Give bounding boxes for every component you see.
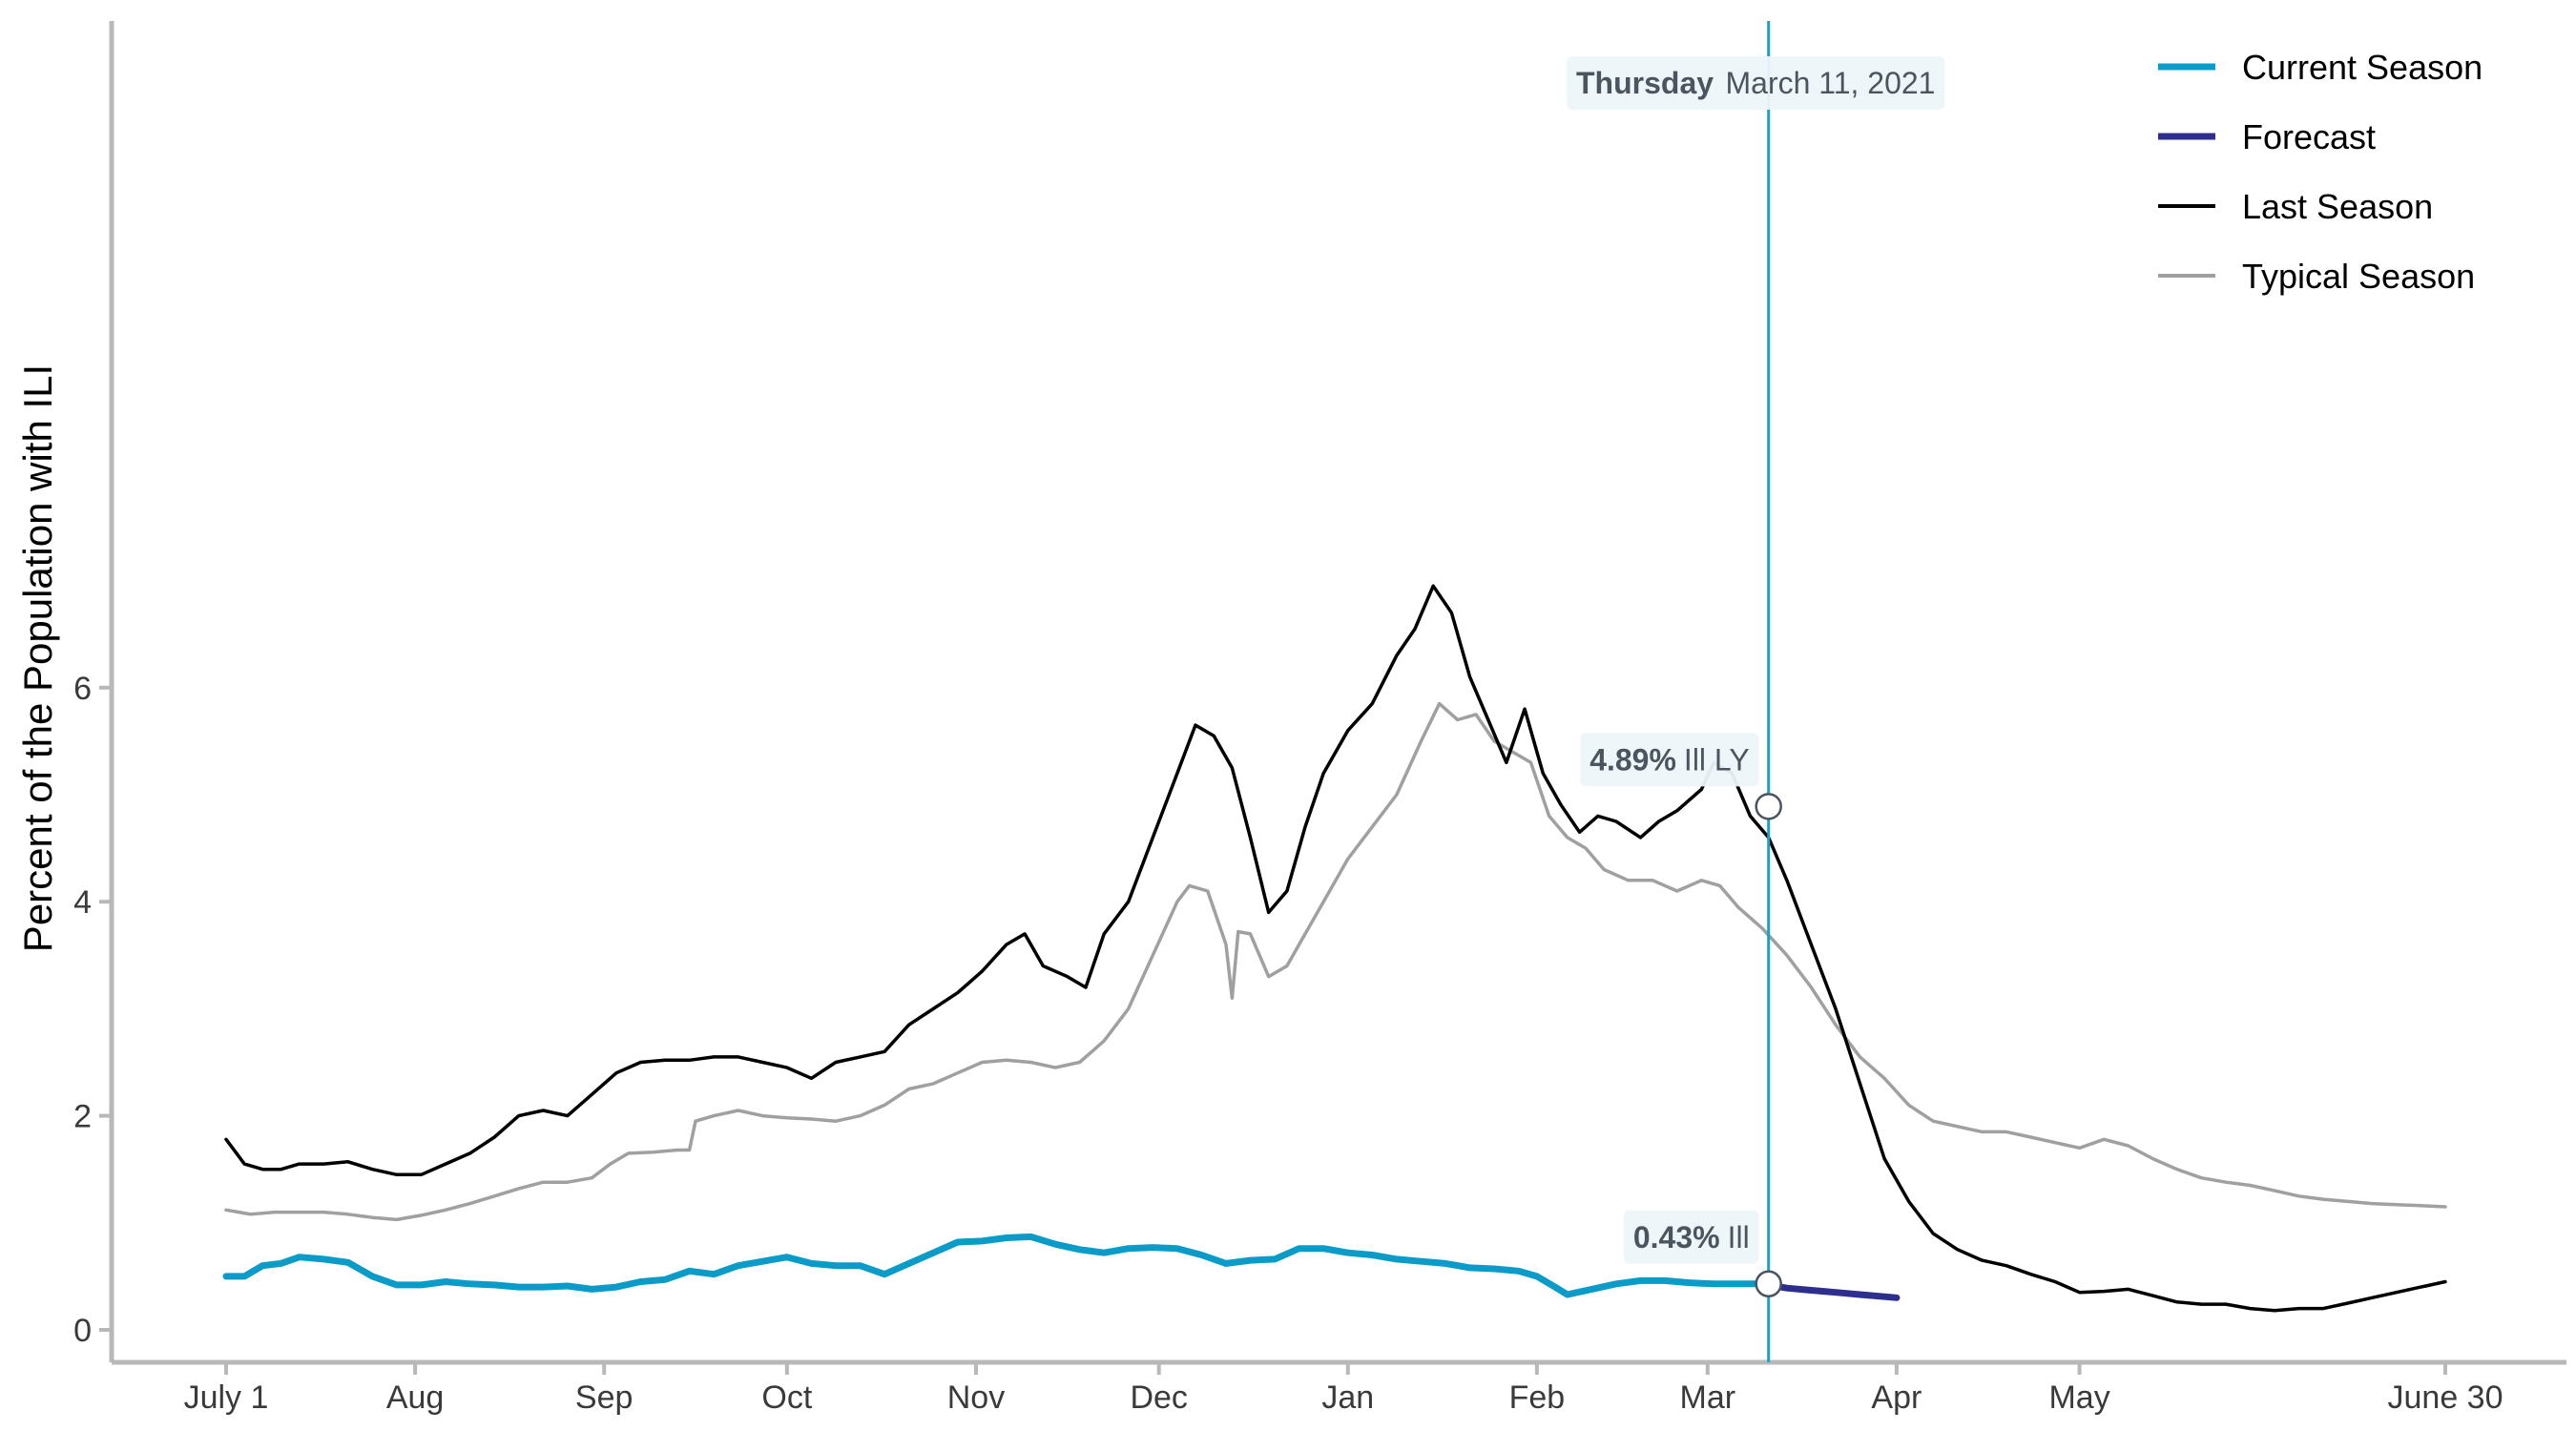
callout-last: 4.89% Ill LY	[1580, 733, 1759, 787]
x-tick-label: Mar	[1680, 1379, 1736, 1416]
callout-value: 0.43%	[1633, 1220, 1720, 1255]
legend-item-current: Current Season	[2158, 48, 2483, 87]
y-axis-title: Percent of the Population with ILI	[15, 364, 60, 952]
series-line-current	[222, 1233, 1773, 1298]
callout-layer: Thursday March 11, 2021 4.89% Ill LY 0.43%…	[1567, 56, 1945, 1298]
date-value: March 11, 2021	[1725, 66, 1935, 100]
x-tick-label: July 1	[184, 1379, 269, 1416]
x-tick-label: Sep	[575, 1379, 634, 1416]
value-marker-current	[1755, 1270, 1782, 1298]
legend-label: Last Season	[2242, 187, 2433, 226]
callout-suffix: Ill	[1728, 1220, 1750, 1255]
callout-text: 0.43% Ill	[1633, 1220, 1750, 1255]
x-tick-label: Dec	[1130, 1379, 1187, 1416]
x-tick-label: May	[2048, 1379, 2109, 1416]
series-line-forecast	[1765, 1281, 1901, 1301]
callout-suffix: Ill LY	[1684, 742, 1750, 777]
y-tick-label: 6	[73, 671, 92, 707]
y-tick-label: 0	[73, 1313, 92, 1349]
x-tick-label: Nov	[947, 1379, 1005, 1416]
legend-label: Current Season	[2242, 48, 2483, 87]
legend: Current Season Forecast Last Season Typical…	[2158, 48, 2483, 296]
legend-label: Forecast	[2242, 117, 2376, 156]
legend-item-forecast: Forecast	[2158, 117, 2376, 156]
x-tick-label: Aug	[386, 1379, 445, 1416]
date-callout-bg	[1567, 56, 1945, 110]
legend-label: Typical Season	[2242, 257, 2475, 296]
x-tick-label: Apr	[1871, 1379, 1922, 1416]
callout-text: 4.89% Ill LY	[1589, 742, 1750, 777]
legend-item-last: Last Season	[2158, 187, 2433, 226]
x-tick-label: Jan	[1321, 1379, 1374, 1416]
value-marker-last	[1755, 793, 1782, 820]
x-tick-label: Oct	[761, 1379, 812, 1416]
y-tick-label: 2	[73, 1099, 92, 1135]
callout-bg	[1623, 1210, 1759, 1264]
callout-bg	[1580, 733, 1759, 787]
legend-item-typical: Typical Season	[2158, 257, 2475, 296]
x-tick-label: Feb	[1509, 1379, 1566, 1416]
x-ticks: July 1 Aug Sep Oct Nov Dec Jan Feb Mar Apr May June…	[184, 1362, 2503, 1416]
y-ticks: 0 2 4 6	[73, 671, 112, 1349]
callout-current: 0.43% Ill	[1623, 1210, 1759, 1264]
date-weekday: Thursday	[1576, 66, 1714, 100]
y-tick-label: 4	[73, 884, 92, 921]
x-tick-label: June 30	[2388, 1379, 2503, 1416]
date-callout-text: Thursday March 11, 2021	[1576, 66, 1935, 100]
series-layer	[222, 584, 2447, 1313]
series-line-last	[224, 584, 2447, 1313]
date-callout: Thursday March 11, 2021	[1567, 56, 1945, 110]
callout-value: 4.89%	[1589, 742, 1676, 777]
axes-layer	[109, 21, 2566, 1365]
series-line-typical	[224, 701, 2447, 1222]
